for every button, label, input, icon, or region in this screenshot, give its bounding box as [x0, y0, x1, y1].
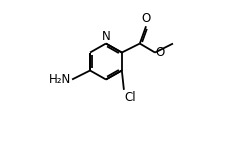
- Text: O: O: [142, 12, 151, 25]
- Text: N: N: [102, 30, 110, 43]
- Text: H₂N: H₂N: [49, 73, 71, 86]
- Text: Cl: Cl: [124, 91, 136, 103]
- Text: O: O: [156, 46, 165, 59]
